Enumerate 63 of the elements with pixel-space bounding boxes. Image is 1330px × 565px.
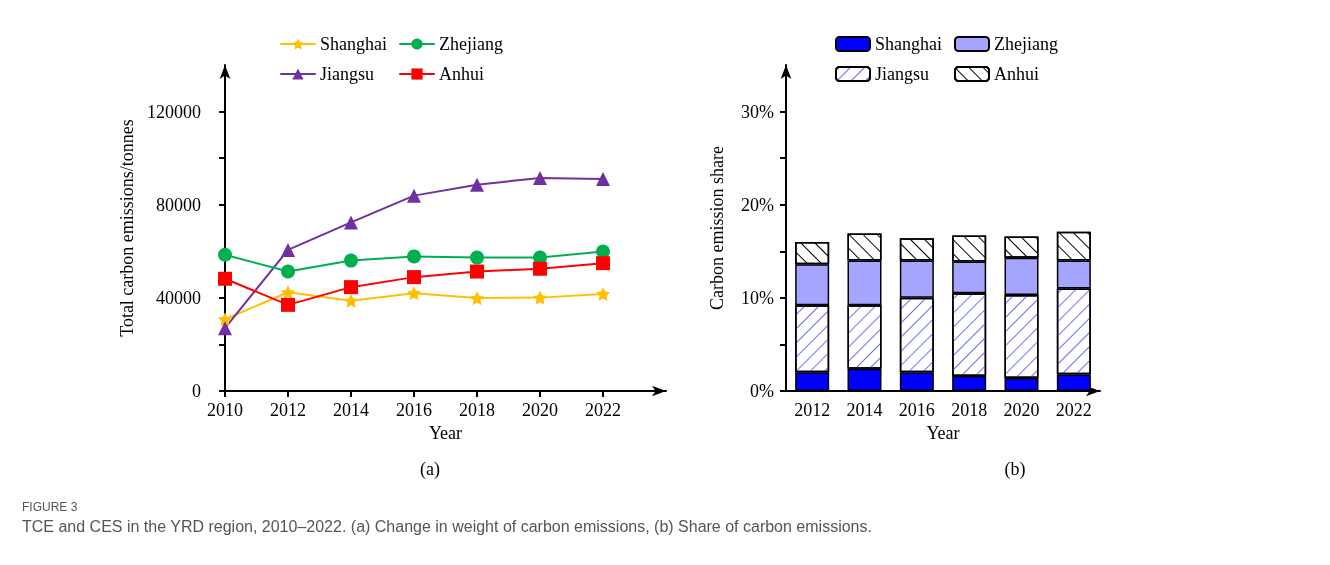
x-tick-label: 2016 [898, 400, 935, 420]
x-tick-label: 2020 [1003, 400, 1040, 420]
point [407, 249, 421, 264]
legend-label: Zhejiang [438, 34, 503, 54]
x-tick-label: 2012 [270, 400, 306, 420]
legend-label: Zhejiang [993, 34, 1058, 54]
y-tick-label: 10% [741, 287, 774, 308]
x-tick-label: 2018 [951, 400, 988, 420]
point [344, 293, 358, 308]
y-tick-label: 40000 [156, 287, 201, 308]
point [344, 280, 358, 295]
x-tick-label: 2022 [1055, 400, 1092, 420]
y-axis-title: Carbon emission share [707, 146, 727, 310]
text: (a) [420, 459, 440, 480]
point [533, 170, 547, 185]
text: (b) [1004, 459, 1026, 480]
text: TCE and CES in the YRD region, 2010–2022. (a) Change in weight of carbon emissions, (b) Share of carbon emissions. [22, 518, 872, 536]
point [344, 215, 358, 230]
y-tick-label: 20% [741, 194, 774, 215]
point [281, 264, 295, 279]
x-tick-label: 2016 [396, 400, 432, 420]
point [218, 321, 232, 336]
point [407, 188, 421, 203]
legend-label: Shanghai [875, 34, 942, 54]
point [218, 312, 232, 327]
point [533, 261, 547, 276]
legend-label: Shanghai [320, 34, 387, 54]
point [407, 286, 421, 301]
legend-label: Jiangsu [320, 64, 374, 84]
y-tick-label: 0 [192, 381, 201, 401]
y-tick-label: 0% [750, 381, 774, 401]
x-tick-label: 2012 [794, 400, 831, 420]
point [407, 270, 421, 285]
point [281, 285, 295, 300]
point [470, 291, 484, 306]
point [281, 297, 295, 312]
caption: FIGURE 3 [22, 500, 79, 514]
x-tick-label: 2014 [846, 400, 883, 420]
point [281, 242, 295, 257]
x-tick-label: 2018 [459, 400, 495, 420]
point [596, 172, 610, 187]
x-tick-label: 2010 [207, 400, 243, 420]
y-axis-title: Total carbon emissions/tonnes [117, 119, 138, 337]
point [596, 256, 610, 271]
legend-label: Anhui [438, 64, 484, 84]
point [470, 177, 484, 192]
point [596, 286, 610, 301]
x-tick-label: 2020 [522, 400, 558, 420]
x-axis-title: Year [428, 422, 463, 443]
x-tick-label: 2014 [333, 400, 369, 420]
legend-label: Anhui [993, 64, 1039, 84]
x-axis-title: Year [926, 422, 960, 443]
point [344, 253, 358, 268]
point [470, 264, 484, 279]
point [218, 271, 232, 286]
y-tick-label: 30% [741, 101, 774, 122]
legend-label: Jiangsu [875, 64, 929, 84]
point [218, 247, 232, 262]
x-tick-label: 2022 [585, 400, 621, 420]
y-tick-label: 120000 [147, 101, 201, 122]
y-tick-label: 80000 [156, 194, 201, 215]
point [533, 290, 547, 305]
point [470, 250, 484, 265]
